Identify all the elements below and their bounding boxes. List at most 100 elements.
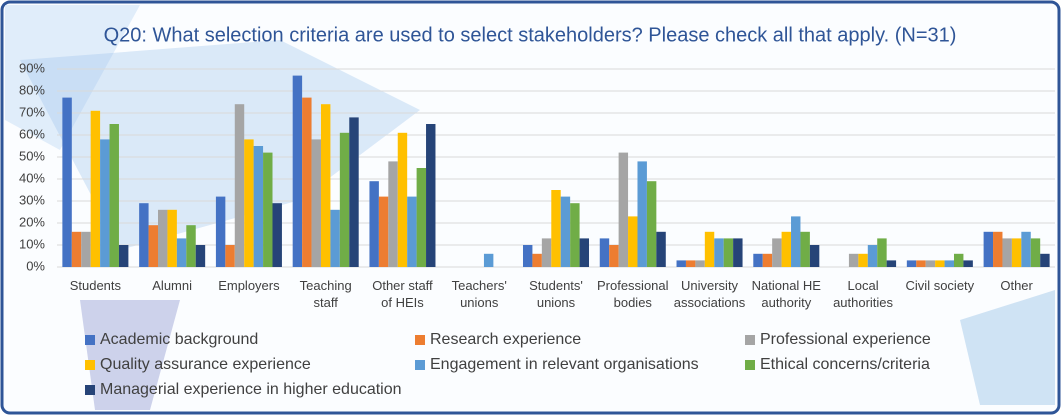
legend-label: Managerial experience in higher educatio… xyxy=(100,381,402,398)
bar xyxy=(570,203,580,267)
bar xyxy=(71,231,82,267)
bar xyxy=(541,238,552,267)
y-tick-label: 50% xyxy=(19,148,45,163)
x-tick-label: National HE authority xyxy=(751,278,821,310)
bar xyxy=(993,231,1003,267)
bar xyxy=(637,161,647,267)
legend-label: Quality assurance experience xyxy=(100,356,311,373)
bar xyxy=(311,139,321,267)
bar xyxy=(867,245,878,267)
bar xyxy=(148,225,159,267)
legend-swatch xyxy=(415,360,425,370)
x-tick-label: Local authorities xyxy=(833,278,894,310)
bar xyxy=(90,110,101,267)
y-tick-label: 90% xyxy=(19,60,45,75)
bar xyxy=(378,196,389,267)
y-tick-label: 0% xyxy=(26,258,45,273)
bar xyxy=(685,260,696,267)
y-tick-label: 30% xyxy=(19,192,45,207)
legend-label: Professional experience xyxy=(760,331,931,348)
bar xyxy=(925,260,936,267)
bar xyxy=(916,260,926,267)
x-tick-label: University associations xyxy=(673,278,746,310)
bar xyxy=(522,245,533,267)
bar xyxy=(963,260,973,267)
bar xyxy=(195,245,206,267)
bar xyxy=(791,216,801,267)
bar xyxy=(800,231,810,267)
y-tick-label: 40% xyxy=(19,170,45,185)
bar xyxy=(302,97,312,267)
bar xyxy=(772,238,782,267)
chart-title: Q20: What selection criteria are used to… xyxy=(104,24,957,46)
x-tick-label: Professional bodies xyxy=(596,278,669,310)
bar xyxy=(483,253,494,267)
bar xyxy=(886,260,897,267)
decor xyxy=(20,40,420,250)
bar xyxy=(426,124,436,267)
legend-label: Ethical concerns/criteria xyxy=(760,356,930,373)
bar xyxy=(953,253,964,267)
bar xyxy=(646,181,657,267)
bar xyxy=(753,253,763,267)
bar xyxy=(225,245,235,267)
bar xyxy=(762,253,773,267)
y-tick-label: 20% xyxy=(19,214,45,229)
x-tick-label: Employers xyxy=(218,278,280,293)
bar xyxy=(551,190,561,267)
bar xyxy=(676,260,686,267)
bar xyxy=(215,196,226,267)
legend-swatch xyxy=(85,360,95,370)
bar xyxy=(609,245,619,267)
bar xyxy=(1040,253,1050,267)
bar xyxy=(388,161,398,267)
y-tick-label: 70% xyxy=(19,104,45,119)
legend-swatch xyxy=(415,335,425,345)
bar xyxy=(656,231,666,267)
bar xyxy=(416,168,427,267)
bar xyxy=(714,238,724,267)
legend-label: Research experience xyxy=(430,331,581,348)
decor xyxy=(5,5,140,150)
legend-swatch xyxy=(85,385,95,395)
decor xyxy=(960,290,1055,405)
bar xyxy=(723,238,734,267)
bar xyxy=(167,209,177,267)
bar xyxy=(109,124,119,267)
bar xyxy=(234,104,245,267)
bar xyxy=(532,253,542,267)
bar xyxy=(944,260,954,267)
bar xyxy=(858,253,868,267)
bar xyxy=(906,260,917,267)
bar xyxy=(704,231,715,267)
x-tick-label: Teaching staff xyxy=(299,278,352,310)
bar xyxy=(407,196,417,267)
bar xyxy=(100,139,110,267)
x-tick-label: Students' unions xyxy=(529,278,583,310)
bar xyxy=(877,238,887,267)
legend-swatch xyxy=(85,335,95,345)
bar xyxy=(349,117,359,268)
x-tick-label: Alumni xyxy=(152,278,193,293)
bar xyxy=(253,146,264,267)
bar xyxy=(320,104,331,267)
bar xyxy=(330,209,340,267)
legend-swatch xyxy=(745,360,755,370)
x-tick-label: Other staff of HEIs xyxy=(372,278,433,310)
bar xyxy=(935,260,945,267)
bar xyxy=(781,231,792,267)
bar xyxy=(983,231,994,267)
bar xyxy=(118,245,129,267)
bar xyxy=(1011,238,1022,267)
bar xyxy=(579,238,590,267)
y-tick-label: 10% xyxy=(19,236,45,251)
bar xyxy=(599,238,610,267)
x-tick-label: Students xyxy=(69,278,122,293)
bar xyxy=(272,203,282,267)
bar xyxy=(62,97,72,267)
bar xyxy=(560,196,571,267)
bar xyxy=(628,216,638,267)
